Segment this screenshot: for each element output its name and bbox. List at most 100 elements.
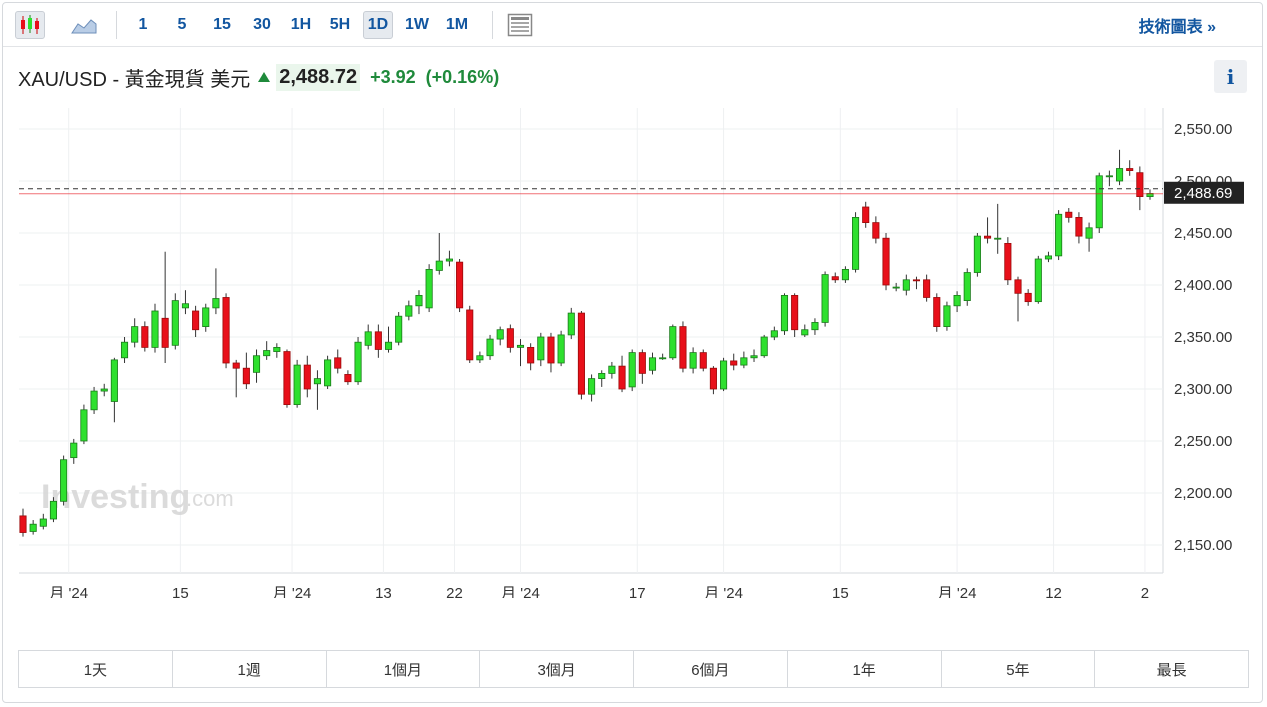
candle-body[interactable] <box>791 294 799 331</box>
candle-body[interactable] <box>588 378 596 395</box>
candle-body[interactable] <box>354 341 362 383</box>
candle-body[interactable] <box>1075 217 1083 237</box>
candle-body[interactable] <box>141 326 149 348</box>
range-button-0[interactable]: 1天 <box>19 651 173 687</box>
range-button-3[interactable]: 3個月 <box>480 651 634 687</box>
candle-body[interactable] <box>862 206 870 224</box>
table-icon[interactable] <box>505 11 535 39</box>
candle-body[interactable] <box>1044 255 1053 260</box>
area-chart-icon[interactable] <box>69 11 99 39</box>
candle-body[interactable] <box>303 364 311 390</box>
candle-body[interactable] <box>435 260 443 271</box>
range-button-1[interactable]: 1週 <box>173 651 327 687</box>
candle-body[interactable] <box>1065 211 1073 218</box>
interval-button-15[interactable]: 15 <box>213 16 231 33</box>
candle-body[interactable] <box>1115 168 1124 182</box>
candle-body[interactable] <box>344 374 352 383</box>
candle-body[interactable] <box>567 312 575 336</box>
candle-body[interactable] <box>395 315 403 343</box>
candle-body[interactable] <box>598 372 606 379</box>
candle-body[interactable] <box>232 362 240 369</box>
candle-body[interactable] <box>801 329 809 336</box>
candle-body[interactable] <box>892 286 900 289</box>
range-button-4[interactable]: 6個月 <box>634 651 788 687</box>
candle-body[interactable] <box>1105 175 1113 178</box>
candle-body[interactable] <box>151 310 159 348</box>
candle-body[interactable] <box>80 409 88 442</box>
candle-body[interactable] <box>923 279 931 298</box>
candle-body[interactable] <box>19 515 27 533</box>
interval-button-1m[interactable]: 1M <box>445 16 469 33</box>
candle-body[interactable] <box>1136 172 1144 198</box>
candle-body[interactable] <box>120 341 129 359</box>
candle-body[interactable] <box>374 331 382 350</box>
candle-body[interactable] <box>425 268 433 309</box>
candle-body[interactable] <box>192 310 200 331</box>
interval-button-30[interactable]: 30 <box>253 16 271 33</box>
candle-body[interactable] <box>547 336 555 364</box>
candle-body[interactable] <box>506 328 514 348</box>
candle-body[interactable] <box>699 352 707 369</box>
candle-body[interactable] <box>466 309 474 361</box>
candle-body[interactable] <box>638 352 646 374</box>
range-button-2[interactable]: 1個月 <box>327 651 481 687</box>
interval-button-1d[interactable]: 1D <box>363 11 393 39</box>
candle-body[interactable] <box>760 336 768 357</box>
candle-body[interactable] <box>39 518 47 527</box>
candle-body[interactable] <box>90 390 98 411</box>
candle-body[interactable] <box>902 279 910 291</box>
candle-body[interactable] <box>1014 279 1022 294</box>
candle-body[interactable] <box>49 500 58 520</box>
candle-body[interactable] <box>628 352 636 388</box>
candle-body[interactable] <box>659 357 667 360</box>
candle-body[interactable] <box>313 378 321 385</box>
candle-body[interactable] <box>324 359 332 387</box>
candle-body[interactable] <box>943 305 951 328</box>
candle-body[interactable] <box>720 360 728 390</box>
range-button-5[interactable]: 1年 <box>788 651 942 687</box>
candlestick-chart[interactable]: 2,550.002,500.002,450.002,400.002,350.00… <box>3 108 1264 598</box>
candle-body[interactable] <box>263 350 271 357</box>
candle-body[interactable] <box>1034 258 1042 303</box>
candle-body[interactable] <box>1055 213 1063 257</box>
candle-body[interactable] <box>872 222 880 239</box>
candle-body[interactable] <box>648 357 657 371</box>
candle-body[interactable] <box>709 367 717 390</box>
candle-body[interactable] <box>933 297 941 327</box>
candle-body[interactable] <box>811 322 819 331</box>
candle-body[interactable] <box>608 365 616 374</box>
candle-body[interactable] <box>242 367 250 385</box>
candle-body[interactable] <box>740 357 748 366</box>
candle-body[interactable] <box>841 268 849 281</box>
candle-body[interactable] <box>984 235 992 239</box>
candle-body[interactable] <box>60 459 68 502</box>
interval-button-5h[interactable]: 5H <box>329 16 351 33</box>
candle-body[interactable] <box>29 523 37 532</box>
candle-body[interactable] <box>1085 227 1093 239</box>
candle-body[interactable] <box>831 276 839 281</box>
candle-body[interactable] <box>527 346 535 364</box>
candle-body[interactable] <box>405 305 413 317</box>
candlestick-icon[interactable] <box>15 11 45 39</box>
candle-body[interactable] <box>516 344 525 348</box>
interval-button-1h[interactable]: 1H <box>290 16 312 33</box>
candle-body[interactable] <box>273 346 281 352</box>
candle-body[interactable] <box>70 442 78 459</box>
candle-body[interactable] <box>780 294 789 332</box>
candle-body[interactable] <box>161 317 169 348</box>
info-icon[interactable]: i <box>1214 60 1247 93</box>
candle-body[interactable] <box>852 217 860 270</box>
candle-body[interactable] <box>293 364 301 405</box>
candle-body[interactable] <box>577 312 585 395</box>
candle-body[interactable] <box>973 235 981 273</box>
candle-body[interactable] <box>770 330 778 338</box>
candle-body[interactable] <box>110 359 118 402</box>
candle-body[interactable] <box>334 357 342 369</box>
candle-body[interactable] <box>171 300 179 346</box>
interval-button-1w[interactable]: 1W <box>405 16 429 33</box>
candle-body[interactable] <box>679 326 687 369</box>
candle-body[interactable] <box>283 351 291 405</box>
candle-body[interactable] <box>415 294 423 307</box>
candle-body[interactable] <box>953 294 961 307</box>
candle-body[interactable] <box>456 261 464 309</box>
